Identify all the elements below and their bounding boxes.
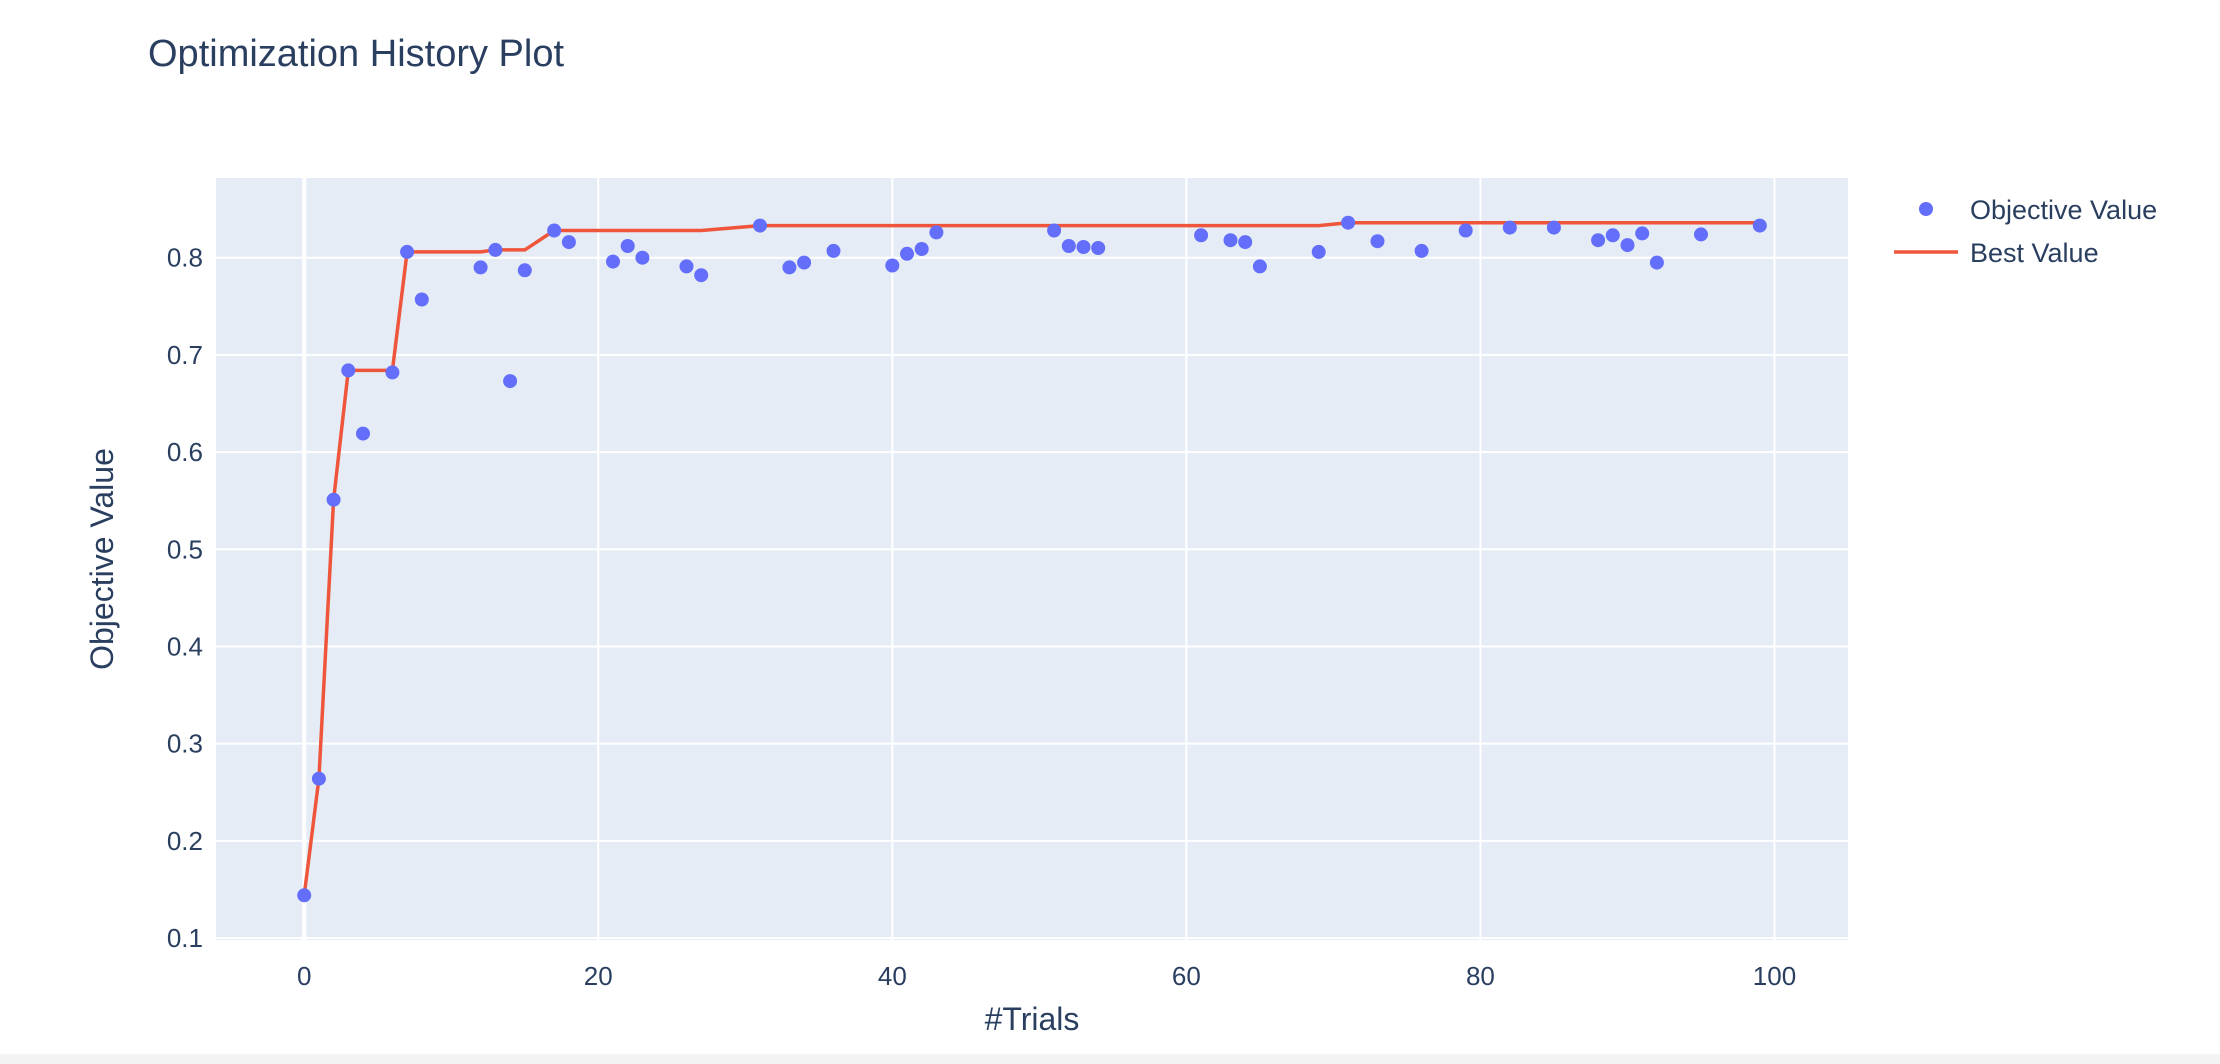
plot-background — [216, 178, 1848, 940]
objective-value-point[interactable] — [1238, 235, 1253, 250]
objective-value-point[interactable] — [679, 259, 694, 274]
y-tick-label: 0.2 — [167, 826, 203, 856]
objective-value-point[interactable] — [826, 243, 841, 258]
objective-value-point[interactable] — [1047, 223, 1062, 238]
objective-value-point[interactable] — [606, 254, 620, 269]
objective-value-point[interactable] — [1591, 233, 1606, 248]
tick-labels: 0 20 40 60 80 100 0.1 0.2 0.3 0.4 0.5 0.6 0.7 0.8 — [167, 243, 1796, 991]
objective-value-point[interactable] — [885, 258, 900, 273]
objective-value-point[interactable] — [620, 239, 635, 253]
y-tick-label: 0.7 — [167, 340, 203, 370]
x-axis-title: #Trials — [985, 1001, 1080, 1037]
y-tick-label: 0.5 — [167, 534, 203, 564]
objective-value-point[interactable] — [297, 888, 312, 903]
legend[interactable]: Objective Value Best Value — [1894, 195, 2157, 268]
objective-value-point[interactable] — [1635, 226, 1650, 241]
x-tick-label: 20 — [584, 961, 613, 991]
objective-value-point[interactable] — [753, 218, 767, 233]
legend-label-best-value: Best Value — [1970, 238, 2099, 268]
objective-value-point[interactable] — [503, 374, 518, 389]
objective-value-point[interactable] — [1752, 218, 1767, 233]
bottom-shade — [0, 1054, 2220, 1064]
objective-value-point[interactable] — [488, 242, 503, 257]
y-tick-label: 0.4 — [167, 631, 203, 661]
objective-value-point[interactable] — [1370, 234, 1385, 249]
objective-value-point[interactable] — [414, 292, 429, 307]
chart-title: Optimization History Plot — [148, 33, 564, 75]
objective-value-point[interactable] — [900, 246, 914, 261]
legend-item-best-value[interactable]: Best Value — [1894, 238, 2099, 268]
objective-value-point[interactable] — [356, 426, 370, 441]
objective-value-point[interactable] — [1546, 220, 1561, 235]
x-tick-label: 0 — [297, 961, 311, 991]
objective-value-point[interactable] — [635, 250, 650, 265]
objective-value-point[interactable] — [914, 242, 929, 256]
x-tick-label: 80 — [1466, 961, 1495, 991]
objective-value-point[interactable] — [694, 268, 709, 283]
objective-value-point[interactable] — [1194, 228, 1209, 243]
y-tick-label: 0.6 — [167, 437, 203, 467]
objective-value-point[interactable] — [400, 244, 415, 259]
x-tick-label: 40 — [878, 961, 907, 991]
objective-value-point[interactable] — [929, 225, 944, 240]
legend-item-objective-value[interactable]: Objective Value — [1919, 195, 2157, 225]
objective-value-point[interactable] — [1458, 223, 1473, 238]
objective-value-point[interactable] — [1252, 259, 1267, 274]
grid-lines — [216, 178, 1848, 940]
objective-value-point[interactable] — [1076, 240, 1091, 254]
objective-value-point[interactable] — [1091, 241, 1106, 255]
objective-value-point[interactable] — [1694, 227, 1708, 242]
objective-value-point[interactable] — [326, 492, 341, 507]
objective-value-point[interactable] — [1620, 238, 1635, 253]
objective-value-point[interactable] — [797, 255, 812, 270]
y-tick-label: 0.1 — [167, 923, 203, 953]
objective-value-point[interactable] — [1649, 255, 1664, 270]
y-tick-label: 0.8 — [167, 243, 203, 273]
objective-value-point[interactable] — [561, 235, 576, 250]
objective-value-point[interactable] — [341, 363, 356, 378]
objective-value-point[interactable] — [1502, 220, 1517, 235]
objective-value-point[interactable] — [473, 260, 488, 275]
objective-value-point[interactable] — [547, 223, 562, 238]
objective-value-point[interactable] — [1605, 228, 1620, 243]
x-tick-label: 100 — [1753, 961, 1796, 991]
legend-marker-objective-value — [1919, 202, 1933, 216]
objective-value-point[interactable] — [1311, 244, 1326, 259]
objective-value-point[interactable] — [385, 365, 400, 380]
objective-value-point[interactable] — [1341, 215, 1356, 230]
x-tick-label: 60 — [1172, 961, 1201, 991]
legend-label-objective-value: Objective Value — [1970, 195, 2157, 225]
objective-value-point[interactable] — [1414, 243, 1429, 258]
y-tick-label: 0.3 — [167, 729, 203, 759]
objective-value-point[interactable] — [517, 263, 532, 278]
objective-value-point[interactable] — [1223, 233, 1238, 248]
objective-value-point[interactable] — [782, 260, 797, 275]
objective-value-point[interactable] — [311, 771, 326, 786]
objective-value-points — [297, 215, 1767, 903]
y-axis-title: Objective Value — [84, 448, 120, 670]
objective-value-point[interactable] — [1061, 239, 1076, 253]
